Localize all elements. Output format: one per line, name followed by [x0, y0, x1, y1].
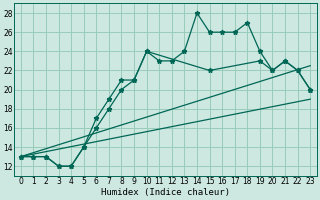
X-axis label: Humidex (Indice chaleur): Humidex (Indice chaleur) — [101, 188, 230, 197]
